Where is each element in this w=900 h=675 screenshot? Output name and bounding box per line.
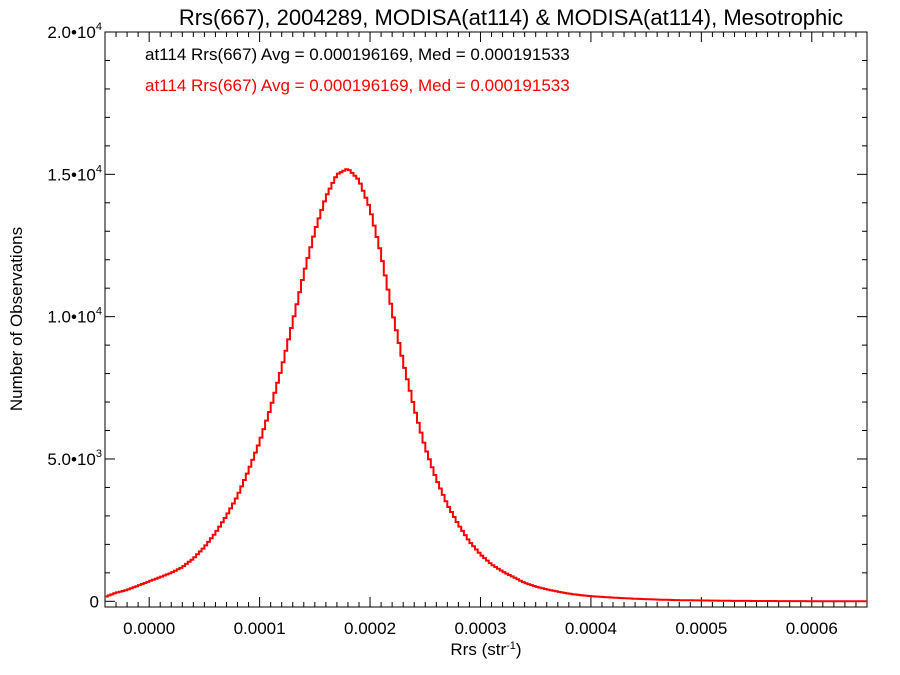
annotation-black: at114 Rrs(667) Avg = 0.000196169, Med = … [145,45,570,64]
chart-title: Rrs(667), 2004289, MODISA(at114) & MODIS… [179,5,843,30]
plot-frame [104,31,868,608]
y-tick-label: 1.0•104 [47,306,102,327]
y-axis-label: Number of Observations [7,227,26,411]
x-tick-label: 0.0003 [454,619,506,638]
x-axis-label-main: Rrs (str [450,640,506,659]
x-tick-label: 0.0005 [675,619,727,638]
x-axis-label: Rrs (str-1) [450,640,521,659]
y-tick-label: 0 [90,592,99,611]
series-histogram-line [105,168,867,603]
y-tick-label: 1.5•104 [47,163,102,184]
x-axis-label-sup: -1 [506,640,516,652]
x-tick-label: 0.0001 [234,619,286,638]
x-axis-ticks: 0.0000 0.0001 0.0002 0.0003 0.0004 0.0005 0.00… [115,32,857,638]
x-tick-label: 0.0006 [786,619,838,638]
y-tick-label: 2.0•104 [47,21,102,42]
annotation-red: at114 Rrs(667) Avg = 0.000196169, Med = … [145,76,570,95]
y-tick-label: 5.0•103 [47,448,102,469]
series-layer [105,168,867,603]
x-tick-label: 0.0002 [344,619,396,638]
x-tick-label: 0.0000 [123,619,175,638]
x-tick-label: 0.0004 [565,619,617,638]
x-axis-label-end: ) [516,640,522,659]
